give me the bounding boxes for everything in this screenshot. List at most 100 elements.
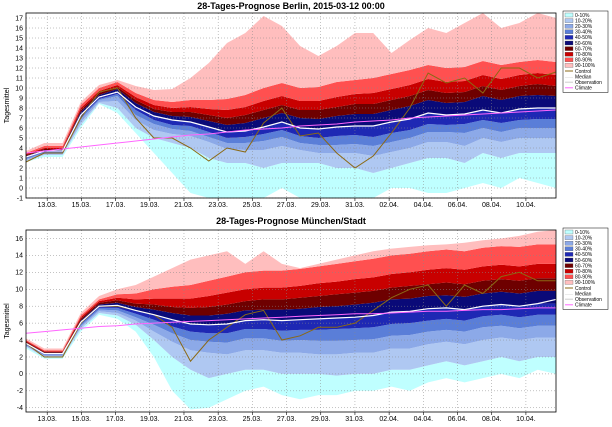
- y-tick-label: -1: [17, 195, 23, 202]
- chart-title: 28-Tages-Prognose Berlin, 2015-03-12 00:…: [197, 1, 384, 11]
- legend-swatch: [564, 280, 574, 285]
- chart-title: 28-Tages-Prognose München/Stadt: [216, 216, 366, 226]
- y-tick-label: 1: [19, 175, 23, 182]
- y-tick-label: 8: [19, 105, 23, 112]
- y-tick-label: -2: [17, 388, 23, 395]
- y-axis-label: Tagesmittel: [4, 87, 11, 123]
- x-tick-label: 27.03.: [277, 416, 297, 423]
- series-climate: [25, 307, 556, 334]
- y-tick-label: 7: [19, 115, 23, 122]
- y-tick-label: 13: [15, 55, 23, 62]
- legend-swatch: [564, 63, 574, 68]
- x-tick-label: 02.04.: [379, 202, 399, 209]
- legend-swatch: [564, 40, 574, 46]
- y-tick-label: 14: [15, 253, 23, 260]
- legend-swatch: [564, 252, 574, 257]
- x-tick-label: 25.03.: [243, 416, 263, 423]
- y-tick-label: 2: [19, 354, 23, 361]
- x-tick-label: 15.03.: [72, 202, 92, 209]
- legend-label: 10-20%: [575, 18, 593, 24]
- legend-label: Observation: [575, 297, 602, 303]
- band-80-90pct: [26, 244, 556, 352]
- x-tick-label: 25.03.: [243, 202, 263, 209]
- y-tick-label: 0: [19, 185, 23, 192]
- legend-label: Observation: [575, 80, 602, 86]
- legend-swatch: [564, 12, 574, 18]
- legend-label: 20-30%: [575, 241, 593, 247]
- y-tick-label: 17: [15, 15, 23, 22]
- band-30-40pct: [26, 94, 556, 159]
- legend-label: Climate: [575, 86, 592, 92]
- x-tick-label: 17.03.: [106, 416, 126, 423]
- x-tick-label: 10.04.: [516, 202, 536, 209]
- legend-swatch: [564, 52, 574, 57]
- legend-label: 60-70%: [575, 263, 593, 269]
- legend-swatch: [564, 57, 574, 62]
- y-tick-label: 14: [15, 45, 23, 52]
- legend-label: 90-100%: [575, 280, 596, 286]
- legend-label: 0-10%: [575, 13, 590, 19]
- legend-label: 60-70%: [575, 46, 593, 52]
- grid: [26, 230, 556, 412]
- x-tick-label: 06.04.: [448, 202, 468, 209]
- x-tick-label: 15.03.: [72, 416, 92, 423]
- legend-label: 40-50%: [575, 252, 593, 258]
- legend-swatch: [564, 241, 574, 246]
- legend: 0-10%10-20%20-30%30-40%40-50%50-60%60-70…: [562, 10, 609, 93]
- grid: [26, 13, 556, 199]
- band-90-100pct: [26, 13, 556, 153]
- legend-swatch: [564, 24, 574, 29]
- x-tick-label: 06.04.: [448, 416, 468, 423]
- x-tick-label: 08.04.: [482, 416, 502, 423]
- x-tick-label: 02.04.: [379, 416, 399, 423]
- legend-swatch: [564, 18, 574, 23]
- y-tick-label: 15: [15, 35, 23, 42]
- legend-label: 50-60%: [575, 41, 593, 47]
- x-tick-label: 04.04.: [414, 202, 434, 209]
- axes-frame: [25, 12, 557, 199]
- legend-swatch: [564, 35, 574, 40]
- x-tick-label: 31.03.: [345, 416, 365, 423]
- legend-label: 70-80%: [575, 269, 593, 275]
- x-tick-label: 13.03.: [37, 416, 57, 423]
- legend-label: 0-10%: [575, 230, 590, 236]
- y-tick-label: 10: [15, 85, 23, 92]
- legend-swatch: [564, 46, 574, 51]
- x-tick-label: 31.03.: [345, 202, 365, 209]
- chart-muenchen: 28-Tages-Prognose München/Stadt -4 -2 0 2 4 6 8…: [4, 216, 609, 423]
- legend: 0-10%10-20%20-30%30-40%40-50%50-60%60-70…: [562, 227, 609, 310]
- legend-label: 40-50%: [575, 35, 593, 41]
- x-tick-label: 10.04.: [516, 416, 536, 423]
- legend-label: 80-90%: [575, 58, 593, 64]
- x-tick-label: 29.03.: [311, 416, 331, 423]
- series-control: [25, 271, 556, 363]
- legend-swatch: [564, 269, 574, 274]
- legend-swatch: [564, 246, 574, 251]
- legend-swatch: [564, 257, 574, 263]
- band-0-10pct: [26, 313, 556, 410]
- legend-swatch: [564, 29, 574, 34]
- legend-label: 50-60%: [575, 258, 593, 264]
- y-tick-label: -4: [17, 405, 23, 412]
- y-tick-label: 4: [19, 145, 23, 152]
- band-70-80pct: [26, 73, 556, 155]
- y-tick-label: 5: [19, 135, 23, 142]
- legend-label: 20-30%: [575, 24, 593, 30]
- legend-swatch: [564, 263, 574, 268]
- legend-label: 10-20%: [575, 235, 593, 241]
- band-80-90pct: [26, 60, 556, 154]
- y-tick-label: 16: [15, 236, 23, 243]
- legend-swatch: [564, 274, 574, 279]
- band-10-20pct: [26, 311, 556, 379]
- x-tick-label: 04.04.: [414, 416, 434, 423]
- x-tick-label: 23.03.: [208, 416, 228, 423]
- legend-swatch: [564, 235, 574, 240]
- band-30-40pct: [26, 307, 556, 356]
- legend-swatch: [564, 229, 574, 235]
- y-tick-label: 12: [15, 270, 23, 277]
- legend-label: 30-40%: [575, 30, 593, 36]
- axes-frame: [25, 229, 557, 413]
- y-tick-label: 3: [19, 155, 23, 162]
- y-tick-label: 11: [16, 75, 23, 82]
